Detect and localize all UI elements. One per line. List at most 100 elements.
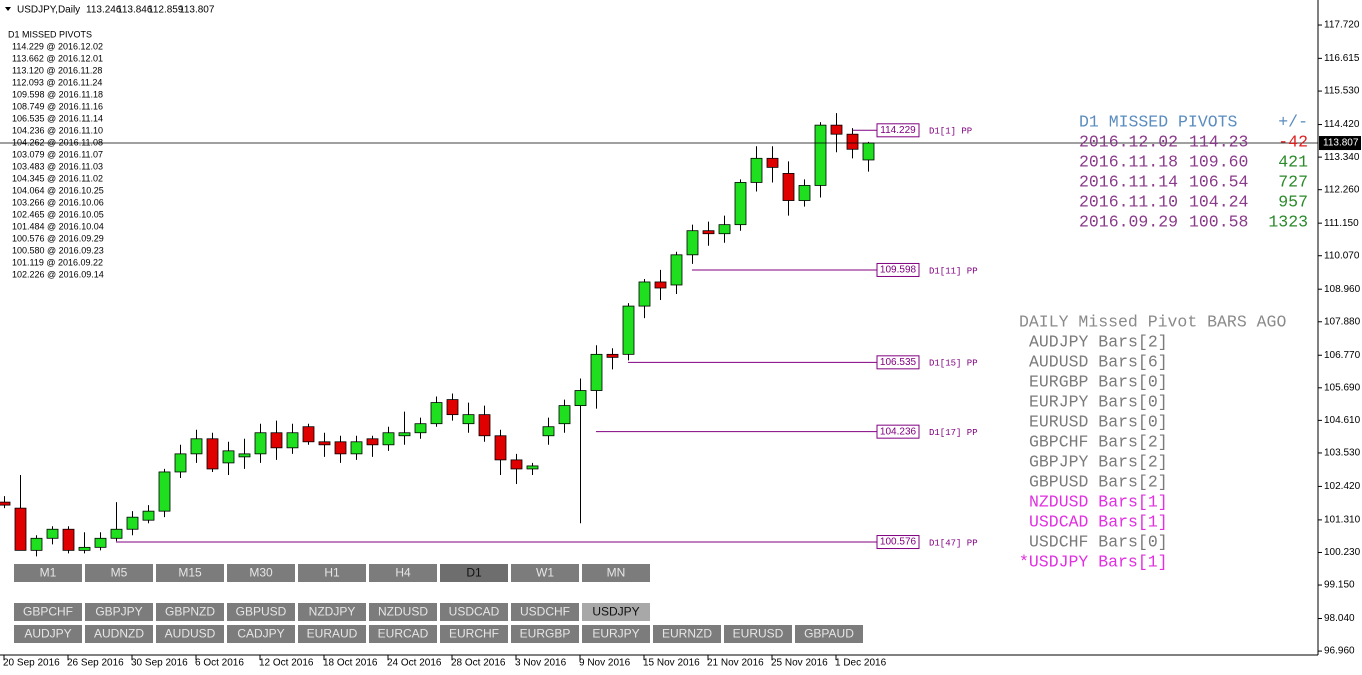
y-tick-label: 108.960 bbox=[1324, 284, 1361, 295]
symbol-button[interactable]: GBPAUD bbox=[795, 625, 863, 643]
timeframe-button[interactable]: M5 bbox=[85, 564, 153, 582]
y-tick-label: 111.150 bbox=[1324, 218, 1359, 229]
timeframe-button[interactable]: MN bbox=[582, 564, 650, 582]
x-tick-label: 26 Sep 2016 bbox=[67, 658, 124, 669]
symbol-button[interactable]: GBPJPY bbox=[85, 603, 153, 621]
missed-item: 113.120 @ 2016.11.28 bbox=[12, 65, 102, 75]
candle-body bbox=[830, 124, 843, 135]
symbol-button[interactable]: USDCHF bbox=[511, 603, 579, 621]
pivot-tag: D1[11] PP bbox=[929, 266, 978, 276]
symbol-button[interactable]: USDCAD bbox=[440, 603, 508, 621]
timeframe-button[interactable]: W1 bbox=[511, 564, 579, 582]
timeframe-button-label: D1 bbox=[466, 566, 482, 580]
pivot-label-box bbox=[876, 355, 920, 370]
timeframe-button-label: M1 bbox=[40, 566, 57, 580]
symbol-button-label: GBPNZD bbox=[165, 605, 215, 619]
candle-body bbox=[222, 450, 235, 464]
table-diff: 1323 bbox=[1268, 212, 1308, 231]
timeframe-button[interactable]: M1 bbox=[14, 564, 82, 582]
candle-body bbox=[462, 414, 475, 425]
y-tick-label: 110.070 bbox=[1324, 250, 1360, 261]
bars-ago-title: DAILY Missed Pivot BARS AGO bbox=[1019, 312, 1286, 331]
symbol-button[interactable]: EURGBP bbox=[511, 625, 579, 643]
symbol-button[interactable]: GBPNZD bbox=[156, 603, 224, 621]
y-tick-label: 113.340 bbox=[1324, 152, 1360, 163]
timeframe-button[interactable]: M30 bbox=[227, 564, 295, 582]
timeframe-button[interactable]: H1 bbox=[298, 564, 366, 582]
symbol-button-label: EURJPY bbox=[592, 627, 639, 641]
symbol-button[interactable]: AUDNZD bbox=[85, 625, 153, 643]
symbol-button[interactable]: EURNZD bbox=[653, 625, 721, 643]
pivot-label: 104.236 bbox=[880, 426, 917, 437]
table-header: +/- bbox=[1278, 112, 1308, 131]
pivot-label: 106.535 bbox=[880, 357, 917, 368]
timeframe-button-label: H1 bbox=[324, 566, 340, 580]
symbol-button[interactable]: GBPUSD bbox=[227, 603, 295, 621]
y-tick-label: 106.770 bbox=[1324, 350, 1361, 361]
candle-body bbox=[734, 182, 747, 226]
bars-ago-row: NZDUSD Bars[1] bbox=[1029, 492, 1168, 511]
table-date: 2016.11.14 bbox=[1079, 172, 1178, 191]
candle-body bbox=[782, 173, 795, 201]
candle-body bbox=[30, 537, 43, 551]
candle-body bbox=[318, 441, 331, 446]
candle-body bbox=[654, 281, 667, 289]
symbol-button-bg bbox=[653, 625, 721, 643]
symbol-button[interactable]: CADJPY bbox=[227, 625, 295, 643]
symbol-button-label: NZDUSD bbox=[378, 605, 428, 619]
x-tick-label: 6 Oct 2016 bbox=[195, 658, 244, 669]
candle-body bbox=[126, 516, 139, 530]
symbol-button-label: GBPJPY bbox=[95, 605, 142, 619]
timeframe-button-bg bbox=[369, 564, 437, 582]
symbol-button-label: GBPAUD bbox=[804, 627, 854, 641]
pivot-label-box bbox=[876, 424, 920, 439]
candle-body bbox=[110, 528, 123, 539]
missed-item: 114.229 @ 2016.12.02 bbox=[12, 41, 103, 51]
timeframe-button[interactable]: H4 bbox=[369, 564, 437, 582]
symbol-button[interactable]: GBPCHF bbox=[14, 603, 82, 621]
missed-item: 112.093 @ 2016.11.24 bbox=[12, 77, 102, 87]
symbol-button[interactable]: NZDJPY bbox=[298, 603, 366, 621]
candle-body bbox=[366, 438, 379, 446]
symbol-button-bg bbox=[440, 625, 508, 643]
timeframe-button[interactable]: M15 bbox=[156, 564, 224, 582]
missed-item: 101.484 @ 2016.10.04 bbox=[12, 221, 104, 231]
timeframe-button-bg bbox=[156, 564, 224, 582]
candle-body bbox=[862, 142, 875, 161]
symbol-button-bg bbox=[85, 625, 153, 643]
pivot-tag: D1[47] PP bbox=[929, 538, 978, 548]
symbol-button-bg bbox=[227, 625, 295, 643]
symbol-button[interactable]: NZDUSD bbox=[369, 603, 437, 621]
menu-icon[interactable] bbox=[5, 7, 11, 11]
header-ohlc: 113.846 bbox=[117, 5, 153, 16]
symbol-button[interactable]: EURJPY bbox=[582, 625, 650, 643]
bars-ago-row: EURGBP Bars[0] bbox=[1029, 372, 1168, 391]
timeframe-button[interactable]: D1 bbox=[440, 564, 508, 582]
timeframe-button-bg bbox=[85, 564, 153, 582]
timeframe-button-bg bbox=[582, 564, 650, 582]
candle-body bbox=[574, 390, 587, 407]
x-tick-label: 21 Nov 2016 bbox=[707, 658, 764, 669]
missed-item: 100.580 @ 2016.09.23 bbox=[12, 245, 104, 255]
symbol-button-label: CADJPY bbox=[237, 627, 284, 641]
timeframe-button-label: M5 bbox=[111, 566, 128, 580]
y-tick-label: 99.150 bbox=[1324, 580, 1355, 591]
symbol-button-bg bbox=[298, 625, 366, 643]
y-tick-label: 101.310 bbox=[1324, 515, 1361, 526]
symbol-button[interactable]: EURCAD bbox=[369, 625, 437, 643]
table-price: 106.54 bbox=[1189, 172, 1249, 191]
symbol-button[interactable]: EURUSD bbox=[724, 625, 792, 643]
symbol-button[interactable]: EURCHF bbox=[440, 625, 508, 643]
candle-body bbox=[494, 435, 507, 461]
symbol-button[interactable]: EURAUD bbox=[298, 625, 366, 643]
x-tick-label: 15 Nov 2016 bbox=[643, 658, 700, 669]
pivot-label-box bbox=[876, 123, 920, 138]
symbol-button-label: EURNZD bbox=[662, 627, 712, 641]
symbol-button-label: AUDUSD bbox=[165, 627, 216, 641]
symbol-button[interactable]: AUDUSD bbox=[156, 625, 224, 643]
symbol-button-label: EURCHF bbox=[449, 627, 499, 641]
bars-ago-row: USDCHF Bars[0] bbox=[1029, 532, 1168, 551]
symbol-button[interactable]: AUDJPY bbox=[14, 625, 82, 643]
symbol-button[interactable]: USDJPY bbox=[582, 603, 650, 621]
symbol-button-bg bbox=[85, 603, 153, 621]
